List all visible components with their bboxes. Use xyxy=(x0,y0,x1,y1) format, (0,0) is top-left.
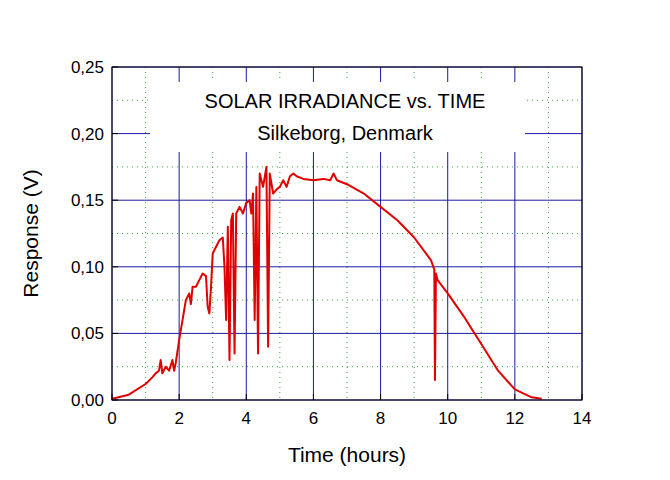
x-tick xyxy=(514,394,515,400)
y-tick-label: 0,25 xyxy=(71,58,104,77)
x-tick-label: 4 xyxy=(242,409,251,428)
grid xyxy=(112,67,582,400)
minor-grid-y xyxy=(112,366,582,367)
y-tick-label: 0,15 xyxy=(71,191,104,210)
y-axis-label: Response (V) xyxy=(19,169,42,297)
x-tick xyxy=(179,394,180,400)
minor-grid-y xyxy=(112,300,582,301)
y-tick xyxy=(112,400,118,401)
x-tick-label: 8 xyxy=(376,409,385,428)
y-tick-label: 0,00 xyxy=(71,391,104,410)
y-tick xyxy=(112,333,118,334)
x-tick-label: 0 xyxy=(107,409,116,428)
plot-frame xyxy=(112,67,582,400)
x-tick xyxy=(246,394,247,400)
title: SOLAR IRRADIANCE vs. TIME xyxy=(205,90,486,112)
grid-y xyxy=(112,200,582,201)
x-tick xyxy=(313,394,314,400)
y-tick xyxy=(112,266,118,267)
x-tick-label: 10 xyxy=(438,409,457,428)
y-tick xyxy=(112,200,118,201)
axes: 0 2 4 6 8 10 12 14 0,00 0,05 0,10 0,15 0,20 0,25 xyxy=(71,58,592,428)
x-tick xyxy=(447,394,448,400)
x-tick-label: 12 xyxy=(505,409,524,428)
x-tick xyxy=(112,394,113,400)
x-axis-label: Time (hours) xyxy=(288,443,406,466)
y-tick-label: 0,10 xyxy=(71,258,104,277)
x-tick xyxy=(380,394,381,400)
minor-grid-y xyxy=(112,233,582,234)
x-tick-label: 14 xyxy=(573,409,592,428)
y-tick-label: 0,05 xyxy=(71,324,104,343)
y-tick xyxy=(112,133,118,134)
title-box: SOLAR IRRADIANCE vs. TIME Silkeborg, Denm… xyxy=(150,82,525,152)
subtitle: Silkeborg, Denmark xyxy=(257,122,434,144)
minor-grid-x xyxy=(548,67,549,400)
x-tick-label: 6 xyxy=(309,409,318,428)
minor-grid-x xyxy=(145,67,146,400)
plot-area xyxy=(112,167,542,399)
x-tick xyxy=(582,394,583,400)
y-tick-label: 0,20 xyxy=(71,125,104,144)
x-tick-label: 2 xyxy=(174,409,183,428)
grid-y xyxy=(112,266,582,267)
grid-y xyxy=(112,333,582,334)
minor-grid-y xyxy=(112,166,582,167)
title-background xyxy=(150,82,525,152)
chart: SOLAR IRRADIANCE vs. TIME Silkeborg, Denm… xyxy=(0,0,670,480)
background xyxy=(0,0,670,480)
y-tick xyxy=(112,67,118,68)
series-line xyxy=(112,167,542,399)
